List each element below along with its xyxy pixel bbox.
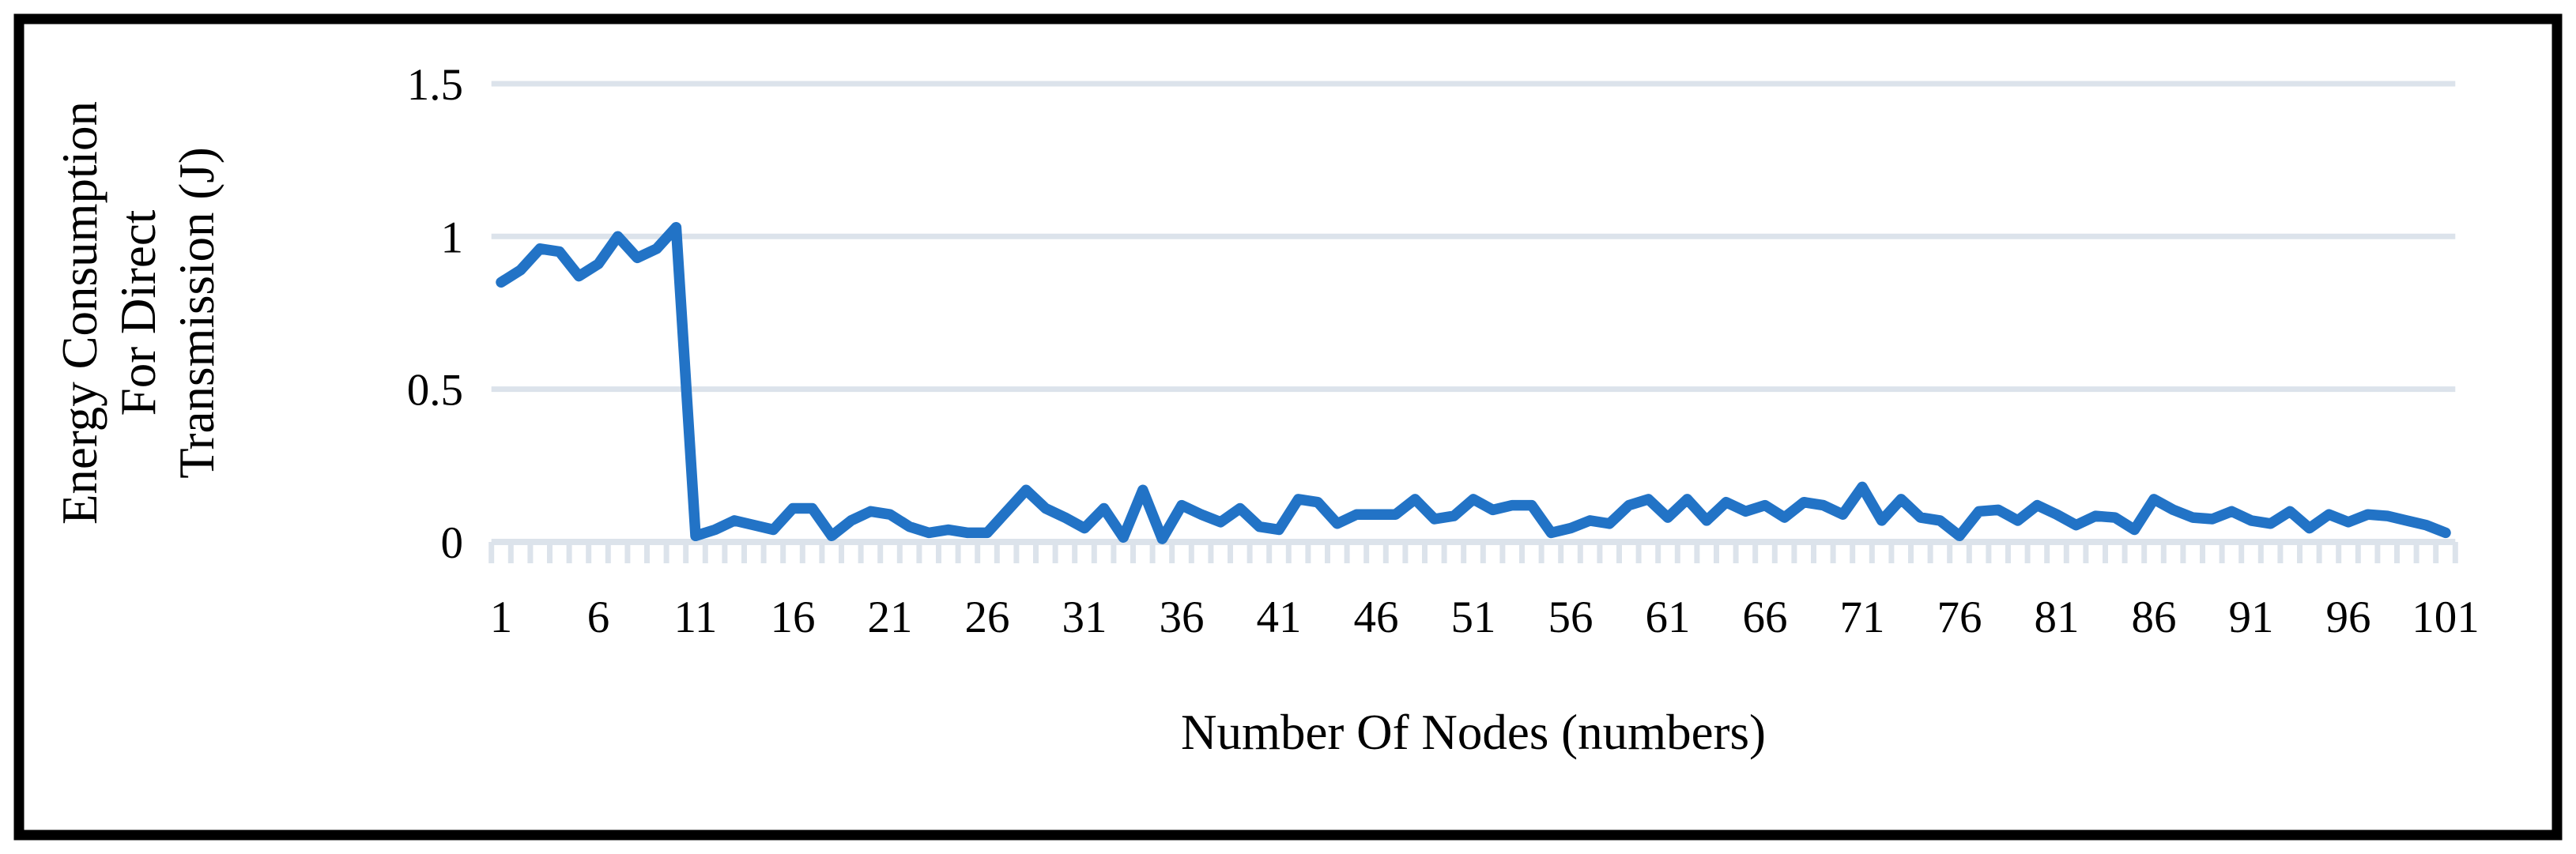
y-axis-title-line-1: Energy Consumption (52, 101, 107, 525)
x-tick-label: 1 (490, 593, 513, 642)
y-axis-title-line-2: For Direct (111, 209, 166, 416)
y-tick-label: 0.5 (407, 366, 463, 416)
x-axis-title: Number Of Nodes (numbers) (1181, 705, 1766, 760)
y-tick-label: 1.5 (407, 60, 463, 110)
x-tick-label: 71 (1840, 593, 1885, 642)
x-tick-label: 76 (1937, 593, 1982, 642)
x-tick-label: 41 (1257, 593, 1302, 642)
x-tick-label: 16 (771, 593, 816, 642)
x-tick-label: 31 (1062, 593, 1107, 642)
x-tick-label: 96 (2326, 593, 2371, 642)
x-tick-label: 26 (965, 593, 1010, 642)
x-tick-label: 11 (674, 593, 718, 642)
x-axis (488, 539, 2458, 563)
y-tick-label: 0 (441, 518, 464, 568)
x-tick-label: 61 (1646, 593, 1691, 642)
gridlines (491, 81, 2456, 393)
y-axis-title-line-3: Transmission (J) (169, 147, 224, 479)
y-tick-label: 1 (441, 213, 464, 262)
y-tick-labels: 0 0.5 1 1.5 (407, 60, 463, 568)
x-tick-label: 86 (2132, 593, 2177, 642)
x-tick-label: 6 (587, 593, 610, 642)
x-tick-labels: 1 6 11 16 21 26 31 36 41 46 51 56 61 66 71 76 81 86 91 96 10… (490, 593, 2480, 642)
x-tick-label: 36 (1160, 593, 1205, 642)
x-tick-label: 101 (2412, 593, 2480, 642)
series-line (496, 221, 2451, 544)
x-tick-label: 66 (1743, 593, 1788, 642)
x-tick-label: 46 (1354, 593, 1399, 642)
x-tick-label: 56 (1548, 593, 1593, 642)
y-axis-title: Energy Consumption For Direct Transmissi… (52, 101, 224, 525)
x-tick-label: 91 (2229, 593, 2274, 642)
x-tick-label: 81 (2035, 593, 2080, 642)
x-tick-label: 21 (868, 593, 913, 642)
x-tick-label: 51 (1451, 593, 1496, 642)
figure-border (13, 13, 2563, 841)
